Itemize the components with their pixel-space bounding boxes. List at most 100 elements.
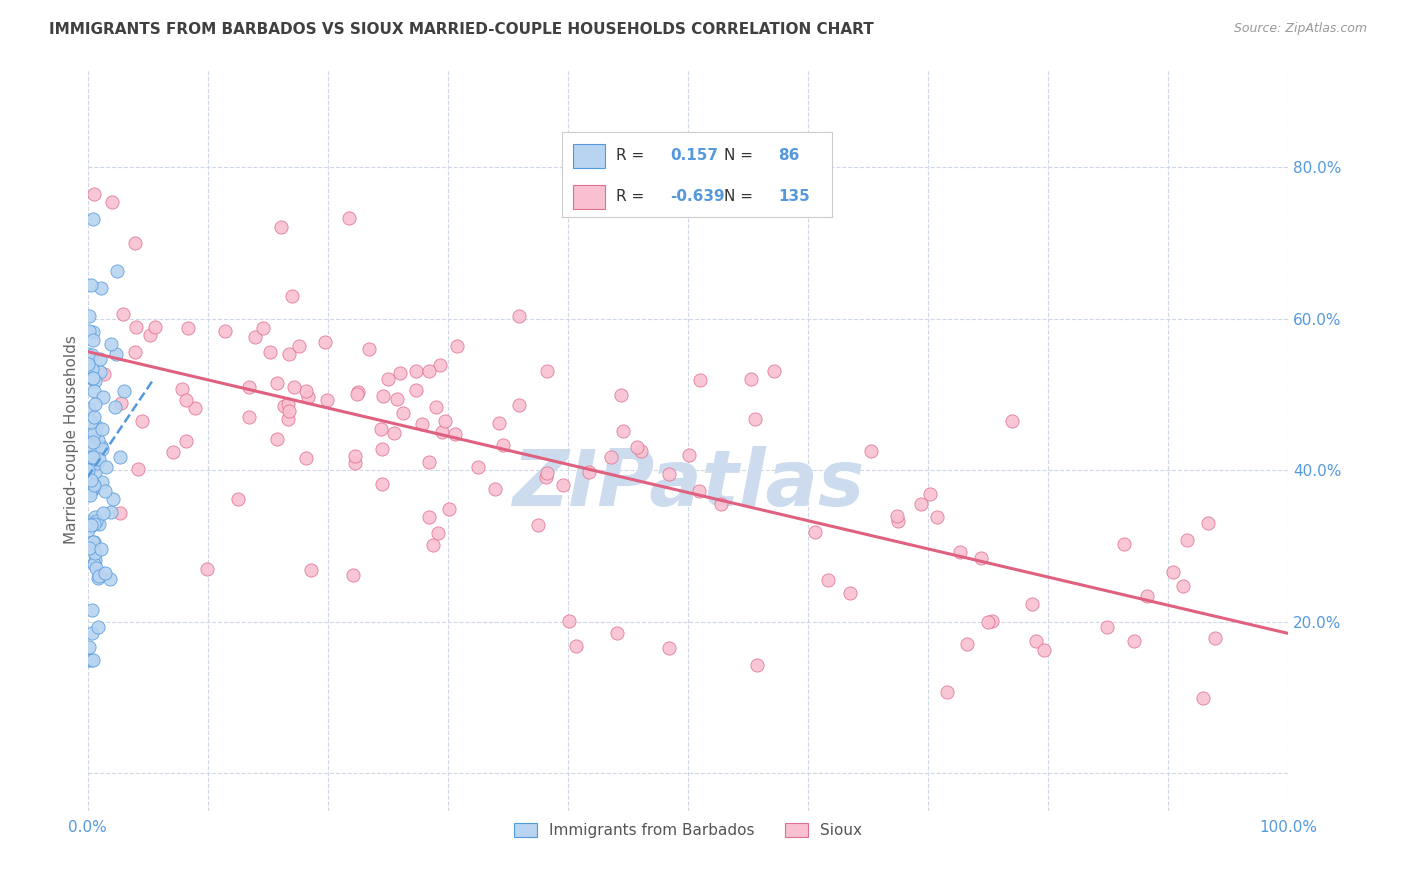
Point bbox=[927, 509, 949, 524]
Point bbox=[443, 426, 465, 441]
Point bbox=[343, 456, 366, 470]
Point bbox=[437, 502, 460, 516]
Point bbox=[377, 372, 399, 386]
Point bbox=[83, 410, 105, 425]
Point bbox=[273, 399, 295, 413]
Point bbox=[492, 438, 515, 452]
Point bbox=[87, 433, 110, 447]
Point bbox=[270, 220, 292, 235]
Point bbox=[630, 443, 652, 458]
Point bbox=[426, 525, 449, 540]
Point bbox=[1032, 643, 1054, 657]
Point bbox=[80, 278, 103, 293]
Point bbox=[125, 319, 148, 334]
Point bbox=[82, 535, 104, 549]
Point bbox=[84, 374, 107, 388]
Point bbox=[1136, 589, 1159, 603]
Point bbox=[80, 603, 103, 617]
Point bbox=[195, 562, 218, 576]
Point bbox=[107, 264, 129, 278]
Point bbox=[79, 437, 101, 451]
Point bbox=[83, 481, 105, 495]
Point bbox=[228, 491, 250, 506]
Point bbox=[243, 329, 266, 343]
Point bbox=[371, 442, 394, 456]
Point bbox=[87, 620, 110, 634]
Point bbox=[612, 424, 634, 438]
Point bbox=[357, 342, 380, 356]
Point bbox=[277, 412, 299, 426]
Point bbox=[689, 373, 711, 387]
Point bbox=[536, 470, 558, 484]
Point bbox=[283, 380, 305, 394]
Point bbox=[432, 425, 454, 439]
Point bbox=[763, 364, 786, 378]
Point bbox=[86, 456, 108, 470]
Point bbox=[103, 492, 125, 507]
Point bbox=[238, 380, 260, 394]
Point bbox=[83, 477, 105, 491]
Point bbox=[89, 351, 111, 366]
Point bbox=[599, 450, 621, 465]
Point bbox=[980, 614, 1002, 628]
Point bbox=[817, 573, 839, 587]
Point bbox=[184, 401, 207, 415]
Point bbox=[299, 563, 322, 577]
Point bbox=[316, 393, 339, 408]
Point bbox=[110, 396, 132, 410]
Point bbox=[83, 557, 105, 571]
Point bbox=[82, 450, 104, 464]
Point bbox=[80, 348, 103, 362]
Point bbox=[606, 626, 628, 640]
Point bbox=[259, 344, 281, 359]
Point bbox=[83, 458, 105, 472]
Point bbox=[488, 417, 510, 431]
Point bbox=[80, 518, 103, 533]
Point bbox=[101, 195, 124, 210]
Point bbox=[105, 347, 128, 361]
Point bbox=[174, 434, 197, 448]
Point bbox=[278, 347, 301, 361]
Point bbox=[740, 371, 762, 385]
Point bbox=[949, 545, 972, 559]
Point bbox=[91, 506, 114, 520]
Point bbox=[112, 384, 135, 399]
Point bbox=[976, 615, 998, 629]
Point bbox=[710, 497, 733, 511]
Point bbox=[887, 514, 910, 528]
Point bbox=[553, 477, 575, 491]
Point bbox=[346, 387, 368, 401]
Point bbox=[84, 465, 107, 479]
Point bbox=[508, 309, 530, 323]
Point bbox=[610, 388, 633, 402]
Point bbox=[83, 516, 105, 531]
Point bbox=[1163, 565, 1185, 579]
Point bbox=[314, 335, 336, 350]
Point bbox=[429, 358, 451, 372]
Point bbox=[252, 321, 274, 335]
Point bbox=[89, 281, 111, 295]
Y-axis label: Married-couple Households: Married-couple Households bbox=[65, 335, 79, 544]
Point bbox=[82, 326, 104, 340]
Point bbox=[93, 367, 115, 381]
Point bbox=[100, 337, 122, 351]
Point bbox=[162, 444, 184, 458]
Point bbox=[558, 614, 581, 628]
Point bbox=[89, 365, 111, 379]
Point bbox=[688, 484, 710, 499]
Point bbox=[392, 406, 415, 420]
Point bbox=[77, 401, 100, 416]
Point bbox=[82, 626, 104, 640]
Point bbox=[83, 552, 105, 566]
Point bbox=[79, 453, 101, 467]
Point bbox=[86, 419, 108, 434]
Point bbox=[956, 636, 979, 650]
Point bbox=[565, 639, 588, 653]
Point bbox=[1001, 414, 1024, 428]
Point bbox=[90, 439, 112, 453]
Point bbox=[804, 524, 827, 539]
Point bbox=[83, 186, 105, 201]
Point bbox=[371, 477, 394, 491]
Point bbox=[936, 685, 959, 699]
Point bbox=[536, 363, 558, 377]
